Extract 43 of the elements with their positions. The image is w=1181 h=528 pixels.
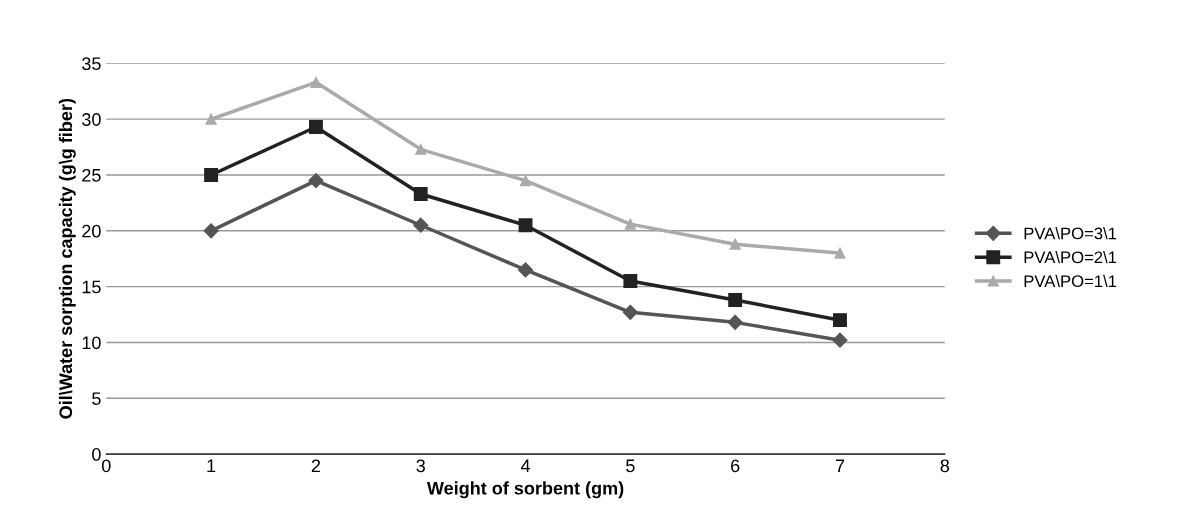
x-tick-label: 6: [731, 459, 740, 473]
point: [832, 332, 848, 348]
x-axis-title: Weight of sorbent (gm): [426, 481, 624, 499]
point: [517, 262, 534, 278]
point: [205, 113, 217, 125]
legend-label: PVA\PO=1\1: [1024, 274, 1117, 288]
y-tick-label: 35: [82, 57, 101, 71]
x-tick-label: 1: [207, 459, 216, 473]
y-tick-label: 30: [82, 113, 101, 126]
point: [834, 247, 846, 259]
point: [622, 304, 638, 320]
point: [204, 168, 219, 182]
point: [624, 218, 636, 230]
point: [308, 173, 324, 189]
point: [308, 120, 323, 134]
point: [518, 218, 533, 233]
point: [833, 313, 847, 328]
x-tick-label: 3: [416, 459, 425, 473]
y-tick-label: 10: [82, 336, 101, 350]
x-tick-label: 0: [101, 459, 111, 473]
point: [727, 314, 743, 330]
legend-label: PVA\PO=2\1: [1024, 250, 1117, 264]
point: [519, 175, 532, 187]
x-tick-label: 4: [520, 459, 531, 473]
point: [203, 223, 219, 239]
y-tick-label: 15: [82, 280, 101, 294]
y-tick-label: 5: [92, 392, 101, 405]
y-tick-label: 25: [82, 168, 101, 182]
point: [728, 293, 743, 307]
x-tick-label: 7: [835, 459, 845, 473]
point: [623, 274, 638, 288]
point: [729, 238, 741, 250]
y-tick-label: 20: [82, 224, 101, 238]
x-tick-label: 2: [311, 459, 321, 473]
x-tick-label: 5: [626, 459, 635, 473]
y-tick-label: 0: [92, 448, 101, 461]
point: [310, 76, 322, 88]
point: [413, 217, 429, 233]
point: [415, 143, 427, 155]
y-axis-title: Oil\Water sorption capacity (g\g fiber): [58, 98, 76, 419]
x-tick-label: 8: [940, 459, 950, 473]
legend-label: PVA\PO=3\1: [1024, 227, 1117, 240]
point: [413, 187, 428, 201]
